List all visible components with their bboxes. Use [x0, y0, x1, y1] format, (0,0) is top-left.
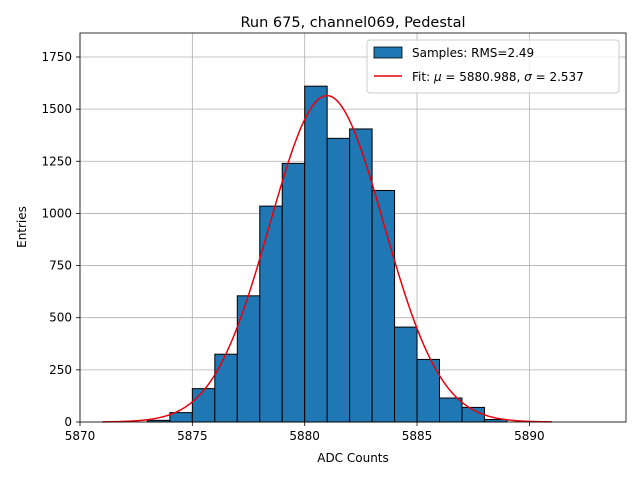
y-tick-label: 250 [49, 363, 72, 377]
legend-mu-value: = 5880.988, [442, 70, 525, 84]
y-tick-label: 1500 [41, 102, 72, 116]
histogram-bar [326, 137, 351, 423]
histogram-bars [146, 85, 508, 423]
y-axis-label: Entries [15, 206, 29, 248]
histogram-bar [371, 189, 396, 423]
plot-frame [79, 32, 627, 423]
histogram-bar [281, 162, 306, 423]
y-axis-ticks: 0 250 500 750 1000 1250 1500 1750 [41, 50, 80, 429]
y-tick-label: 1000 [41, 206, 72, 220]
histogram-bar [439, 397, 463, 423]
histogram-bar [394, 326, 418, 423]
histogram-bar [259, 205, 283, 423]
legend-sigma-symbol: σ [524, 70, 532, 84]
x-tick-label: 5875 [177, 429, 208, 443]
x-tick-label: 5890 [514, 429, 545, 443]
histogram-bar [214, 353, 238, 423]
legend-samples-label: Samples: RMS=2.49 [412, 46, 534, 60]
legend-fit-label: Fit: μ = 5880.988, σ = 2.537 [412, 70, 584, 84]
fit-curve [102, 94, 552, 423]
histogram-bar [304, 85, 328, 423]
y-tick-label: 1750 [41, 50, 72, 64]
legend-samples-swatch [373, 46, 403, 59]
x-tick-label: 5880 [289, 429, 320, 443]
legend-box [366, 39, 620, 94]
x-axis-ticks: 5870 5875 5880 5885 5890 [65, 422, 545, 443]
x-tick-label: 5885 [402, 429, 433, 443]
y-tick-label: 750 [49, 259, 72, 273]
legend-mu-symbol: μ [433, 70, 442, 84]
legend-sigma-value: = 2.537 [532, 70, 584, 84]
chart-title: Run 675, channel069, Pedestal [240, 15, 465, 31]
legend-fit-prefix: Fit: [412, 70, 434, 84]
y-tick-label: 500 [49, 311, 72, 325]
y-tick-label: 1250 [41, 154, 72, 168]
x-axis-label: ADC Counts [317, 451, 389, 465]
histogram-bar [236, 295, 261, 423]
histogram-bar [191, 388, 216, 423]
x-tick-label: 5870 [65, 429, 96, 443]
y-tick-label: 0 [64, 415, 72, 429]
legend: Samples: RMS=2.49 Fit: μ = 5880.988, σ =… [366, 39, 620, 94]
